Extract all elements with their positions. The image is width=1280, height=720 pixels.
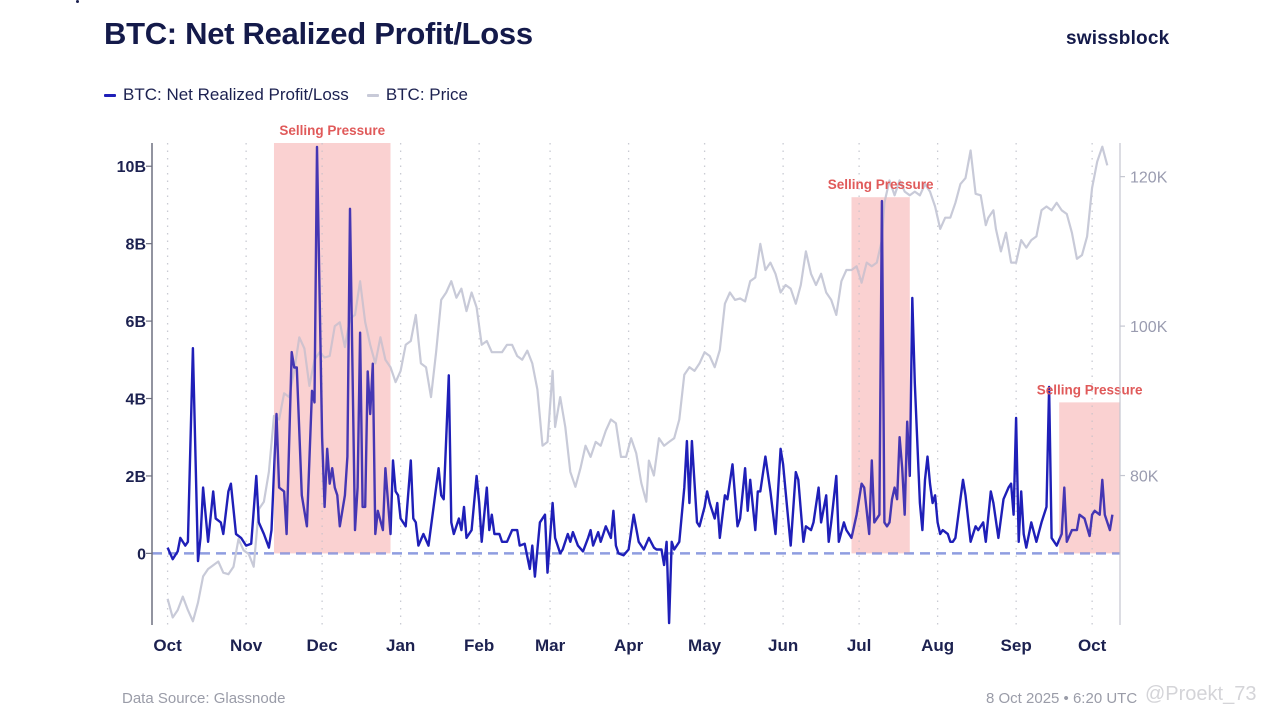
y-tick-label-right: 100K xyxy=(1130,319,1168,336)
series-line-npl xyxy=(166,145,1114,625)
axis-labels: Oct Nov Dec Jan Feb Mar Apr May Jun Jul Aug Sep Oct 0… xyxy=(117,159,1168,655)
x-tick-label: Jun xyxy=(768,636,798,655)
x-tick-label: Oct xyxy=(1078,636,1107,655)
y-tick-label-left: 10B xyxy=(117,159,146,176)
top-corner-mark xyxy=(76,0,79,3)
legend: BTC: Net Realized Profit/Loss BTC: Price xyxy=(104,85,468,105)
x-tick-label: Dec xyxy=(307,636,338,655)
axes xyxy=(146,143,1125,625)
selling-pressure-label: Selling Pressure xyxy=(828,177,934,192)
legend-label-price: BTC: Price xyxy=(385,85,468,104)
x-tick-label: Nov xyxy=(230,636,263,655)
watermark: @Proekt_73 xyxy=(1145,683,1257,705)
x-tick-label: Jul xyxy=(847,636,872,655)
data-source: Data Source: Glassnode xyxy=(122,690,286,707)
x-tick-label: May xyxy=(688,636,722,655)
x-tick-label: Sep xyxy=(1001,636,1032,655)
y-tick-label-left: 0 xyxy=(137,546,146,563)
chart-title: BTC: Net Realized Profit/Loss xyxy=(104,16,533,51)
selling-pressure-label: Selling Pressure xyxy=(279,123,385,138)
selling-pressure-label: Selling Pressure xyxy=(1037,382,1143,397)
annotation-bands xyxy=(273,143,1120,554)
legend-swatch-price-icon xyxy=(366,93,379,97)
x-tick-label: Aug xyxy=(921,636,954,655)
selling-pressure-overlay xyxy=(1059,402,1120,554)
series-line-price xyxy=(166,145,1109,623)
legend-swatch-npl-icon xyxy=(104,93,116,97)
legend-item-npl[interactable]: BTC: Net Realized Profit/Loss xyxy=(104,85,349,105)
x-tick-label: Jan xyxy=(386,636,415,655)
y-tick-label-left: 6B xyxy=(126,314,146,331)
annotation-overlays: Selling Pressure Selling Pressure Selling … xyxy=(273,123,1143,554)
brand-logo: swissblock xyxy=(1066,28,1170,49)
x-tick-label: Apr xyxy=(614,636,644,655)
timestamp: 8 Oct 2025 • 6:20 UTC xyxy=(986,690,1138,707)
y-tick-label-left: 4B xyxy=(126,392,146,409)
x-tick-label: Feb xyxy=(464,636,494,655)
legend-label-npl: BTC: Net Realized Profit/Loss xyxy=(123,85,349,104)
x-tick-label: Oct xyxy=(153,636,182,655)
selling-pressure-overlay xyxy=(851,197,910,554)
selling-pressure-overlay xyxy=(273,143,391,554)
y-tick-label-left: 8B xyxy=(126,237,146,254)
legend-item-price[interactable]: BTC: Price xyxy=(366,85,468,105)
y-tick-label-right: 80K xyxy=(1130,469,1159,486)
x-tick-label: Mar xyxy=(535,636,566,655)
y-tick-label-right: 120K xyxy=(1130,170,1168,187)
y-tick-label-left: 2B xyxy=(126,469,146,486)
